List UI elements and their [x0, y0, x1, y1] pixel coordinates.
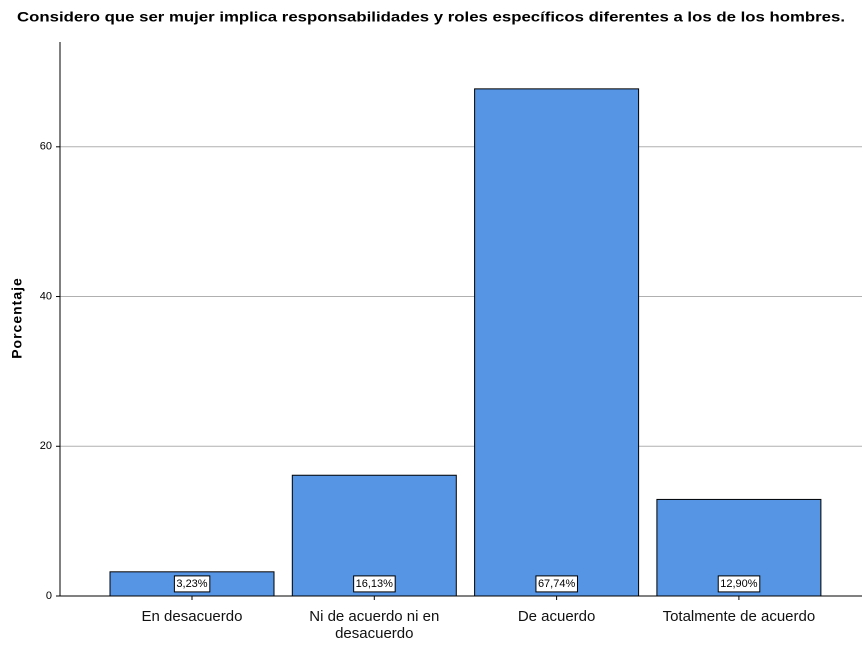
- value-label: 3,23%: [176, 578, 207, 590]
- y-tick-label: 40: [40, 290, 52, 302]
- y-axis-label: Porcentaje: [9, 277, 25, 359]
- x-tick-label: De acuerdo: [517, 608, 596, 625]
- value-label: 16,13%: [356, 578, 394, 590]
- value-label-box: [353, 575, 396, 593]
- x-tick-label: Totalmente de acuerdo: [662, 608, 816, 625]
- y-tick-label: 60: [40, 141, 52, 153]
- value-label-box: [535, 575, 578, 593]
- bar: [474, 88, 640, 597]
- chart-title: Considero que ser mujer implica responsa…: [17, 9, 845, 25]
- x-tick-label: Ni de acuerdo ni en desacuerdo: [309, 608, 440, 642]
- x-tick-label: En desacuerdo: [141, 608, 243, 625]
- value-label-box: [717, 575, 761, 593]
- y-tick-label: 20: [40, 440, 52, 452]
- value-label: 67,74%: [538, 578, 576, 590]
- y-tick-label: 0: [46, 590, 52, 602]
- value-label-box: [173, 575, 211, 593]
- value-label: 12,90%: [720, 578, 758, 590]
